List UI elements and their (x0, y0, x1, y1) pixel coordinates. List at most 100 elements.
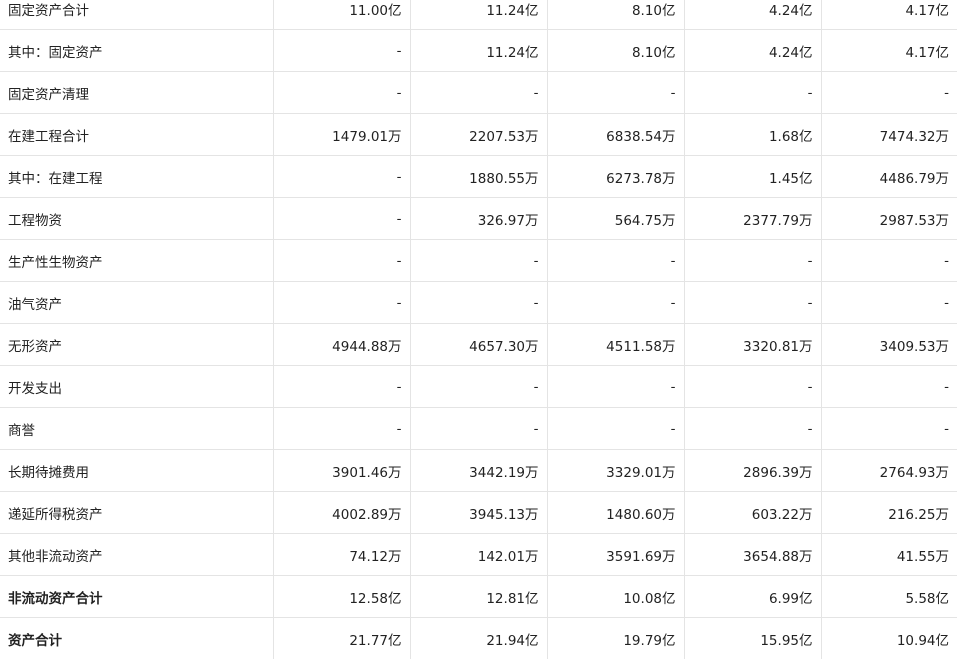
table-cell: - (273, 366, 410, 408)
table-cell: - (684, 408, 821, 450)
table-cell: 6.99亿 (684, 576, 821, 618)
row-label: 固定资产清理 (0, 72, 273, 114)
table-cell: - (821, 366, 957, 408)
table-cell: - (821, 282, 957, 324)
table-cell: 3442.19万 (410, 450, 547, 492)
table-cell: 10.94亿 (821, 618, 957, 659)
row-label: 油气资产 (0, 282, 273, 324)
table-cell: 1480.60万 (547, 492, 684, 534)
row-label: 其中：在建工程 (0, 156, 273, 198)
table-cell: - (547, 408, 684, 450)
table-cell: - (684, 72, 821, 114)
row-label: 其他非流动资产 (0, 534, 273, 576)
table-row: 生产性生物资产----- (0, 240, 957, 282)
row-label: 商誉 (0, 408, 273, 450)
table-cell: 4657.30万 (410, 324, 547, 366)
table-cell: - (821, 240, 957, 282)
table-cell: - (410, 366, 547, 408)
table-row: 开发支出----- (0, 366, 957, 408)
table-cell: 142.01万 (410, 534, 547, 576)
table-cell: - (547, 72, 684, 114)
row-label: 资产合计 (0, 618, 273, 659)
table-cell: 4.17亿 (821, 30, 957, 72)
table-cell: 4944.88万 (273, 324, 410, 366)
table-cell: - (684, 282, 821, 324)
table-cell: 3945.13万 (410, 492, 547, 534)
table-cell: 3901.46万 (273, 450, 410, 492)
table-cell: 12.58亿 (273, 576, 410, 618)
table-cell: 6838.54万 (547, 114, 684, 156)
table-row: 商誉----- (0, 408, 957, 450)
table-row: 固定资产清理----- (0, 72, 957, 114)
table-cell: - (547, 366, 684, 408)
row-label: 在建工程合计 (0, 114, 273, 156)
row-label: 固定资产合计 (0, 0, 273, 30)
table-cell: 326.97万 (410, 198, 547, 240)
table-cell: - (410, 240, 547, 282)
table-cell: - (410, 282, 547, 324)
row-label: 非流动资产合计 (0, 576, 273, 618)
table-cell: - (410, 408, 547, 450)
table-cell: - (684, 240, 821, 282)
table-cell: 21.77亿 (273, 618, 410, 659)
table-cell: 15.95亿 (684, 618, 821, 659)
table-cell: 4.17亿 (821, 0, 957, 30)
table-cell: 11.00亿 (273, 0, 410, 30)
table-cell: - (821, 408, 957, 450)
table-cell: 2377.79万 (684, 198, 821, 240)
table-cell: 10.08亿 (547, 576, 684, 618)
table-cell: 3409.53万 (821, 324, 957, 366)
row-label: 长期待摊费用 (0, 450, 273, 492)
table-cell: 7474.32万 (821, 114, 957, 156)
row-label: 递延所得税资产 (0, 492, 273, 534)
table-cell: - (273, 240, 410, 282)
table-cell: 2764.93万 (821, 450, 957, 492)
row-label: 工程物资 (0, 198, 273, 240)
table-cell: - (273, 156, 410, 198)
table-cell: - (273, 408, 410, 450)
row-label: 生产性生物资产 (0, 240, 273, 282)
table-cell: 2987.53万 (821, 198, 957, 240)
table-cell: 3654.88万 (684, 534, 821, 576)
table-cell: - (273, 72, 410, 114)
table-cell: 4486.79万 (821, 156, 957, 198)
table-cell: 5.58亿 (821, 576, 957, 618)
row-label: 其中：固定资产 (0, 30, 273, 72)
table-cell: - (821, 72, 957, 114)
table-cell: 6273.78万 (547, 156, 684, 198)
table-cell: 3320.81万 (684, 324, 821, 366)
table-cell: 1.45亿 (684, 156, 821, 198)
table-cell: 564.75万 (547, 198, 684, 240)
table-cell: 2896.39万 (684, 450, 821, 492)
table-cell: - (547, 282, 684, 324)
table-cell: 3591.69万 (547, 534, 684, 576)
table-cell: 4.24亿 (684, 0, 821, 30)
table-cell: 21.94亿 (410, 618, 547, 659)
table-cell: 8.10亿 (547, 0, 684, 30)
table-cell: 1880.55万 (410, 156, 547, 198)
table-cell: 2207.53万 (410, 114, 547, 156)
table-cell: 11.24亿 (410, 0, 547, 30)
table-cell: 8.10亿 (547, 30, 684, 72)
table-cell: 41.55万 (821, 534, 957, 576)
table-cell: 19.79亿 (547, 618, 684, 659)
table-row: 油气资产----- (0, 282, 957, 324)
table-cell: - (684, 366, 821, 408)
table-cell: - (410, 72, 547, 114)
table-cell: - (273, 282, 410, 324)
table-cell: 3329.01万 (547, 450, 684, 492)
table-cell: 1479.01万 (273, 114, 410, 156)
table-cell: 4511.58万 (547, 324, 684, 366)
table-cell: 216.25万 (821, 492, 957, 534)
